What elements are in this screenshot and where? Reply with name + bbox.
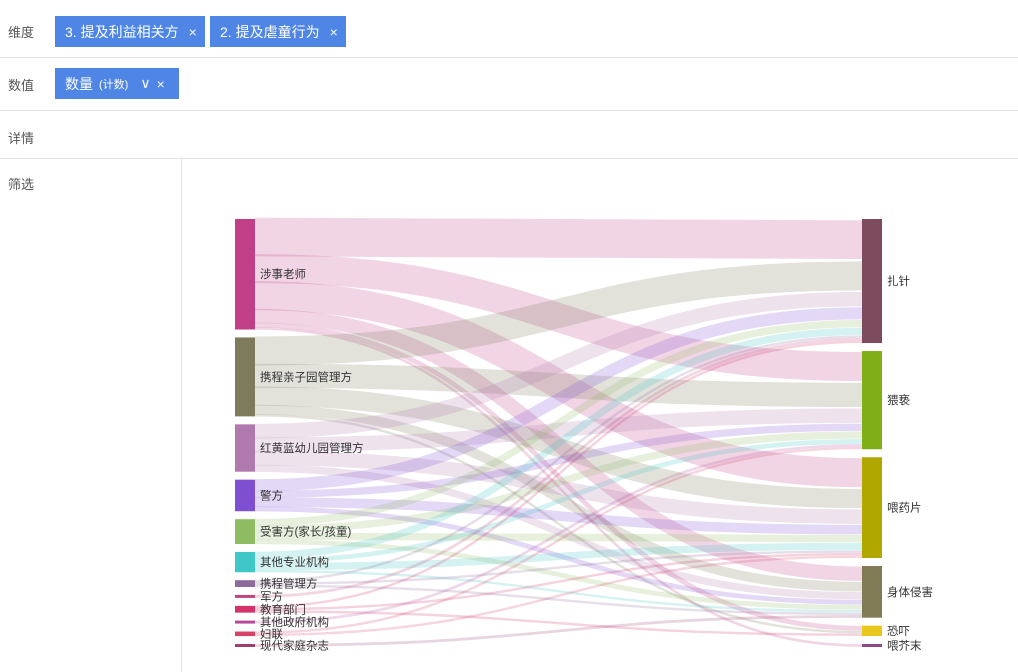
details-row: 详情 xyxy=(0,111,1018,159)
sankey-link xyxy=(254,614,863,647)
sankey-link xyxy=(254,335,863,583)
sankey-link xyxy=(254,569,863,613)
sankey-link xyxy=(254,281,863,488)
dimension-pill-label: 3. 提及利益相关方 xyxy=(65,23,179,40)
close-icon[interactable]: × xyxy=(156,75,165,92)
filter-label: 筛选 xyxy=(8,177,35,192)
sankey-link xyxy=(254,584,863,616)
sankey-link xyxy=(254,217,863,260)
target-node[interactable] xyxy=(862,644,882,647)
sankey-link xyxy=(254,539,863,610)
dimension-label: 维度 xyxy=(8,25,35,40)
source-node[interactable] xyxy=(235,631,255,637)
source-label: 教育部门 xyxy=(260,602,306,616)
sankey-link xyxy=(254,414,863,634)
source-node[interactable] xyxy=(235,519,255,544)
filter-divider xyxy=(181,159,182,672)
sankey-link xyxy=(254,464,863,600)
source-label: 受害方(家长/孩童) xyxy=(260,525,352,539)
target-label: 喂芥末 xyxy=(887,639,922,653)
sankey-link xyxy=(254,450,863,524)
source-node[interactable] xyxy=(235,337,255,417)
source-node[interactable] xyxy=(235,424,255,472)
sankey-link xyxy=(254,327,863,559)
source-node[interactable] xyxy=(235,594,255,598)
details-label: 详情 xyxy=(8,131,35,146)
source-label: 红黄蓝幼儿园管理方 xyxy=(260,441,364,455)
source-label: 涉事老师 xyxy=(260,267,306,281)
sankey-link xyxy=(254,439,863,564)
target-node[interactable] xyxy=(862,565,882,618)
sankey-link xyxy=(254,340,863,609)
source-node[interactable] xyxy=(235,479,255,512)
sankey-link xyxy=(254,322,863,631)
value-label: 数值 xyxy=(8,78,35,93)
close-icon[interactable]: × xyxy=(188,23,197,40)
sankey-link xyxy=(254,320,863,527)
dimension-pill-label: 2. 提及虐童行为 xyxy=(220,23,320,40)
source-label: 妇联 xyxy=(260,627,283,641)
source-node[interactable] xyxy=(235,605,255,613)
sankey-link xyxy=(254,327,863,647)
dimension-pill-stakeholders[interactable]: 3. 提及利益相关方 × xyxy=(55,16,205,47)
source-label: 携程管理方 xyxy=(260,577,318,591)
sankey-link xyxy=(254,423,863,498)
sankey-link xyxy=(254,386,863,509)
sankey-link xyxy=(254,363,863,408)
sankey-link xyxy=(254,443,863,624)
source-node[interactable] xyxy=(235,219,255,330)
sankey-link xyxy=(254,532,863,543)
sankey-link xyxy=(254,307,863,492)
target-node[interactable] xyxy=(862,219,882,344)
sankey-links xyxy=(254,217,863,647)
value-row: 数值 数量 (计数) ∨ × xyxy=(0,58,1018,111)
target-label: 喂药片 xyxy=(887,502,922,515)
sankey-link xyxy=(254,431,863,533)
source-node[interactable] xyxy=(235,580,255,587)
source-label: 携程亲子园管理方 xyxy=(260,370,352,384)
value-pill[interactable]: 数量 (计数) ∨ × xyxy=(55,68,179,99)
sankey-link xyxy=(254,550,863,585)
sankey-link xyxy=(254,497,863,535)
chevron-down-icon[interactable]: ∨ xyxy=(140,75,151,91)
sankey-link xyxy=(254,552,863,611)
source-node[interactable] xyxy=(235,620,255,624)
source-node[interactable] xyxy=(235,551,255,573)
target-node[interactable] xyxy=(862,457,882,559)
source-label: 其他专业机构 xyxy=(260,555,329,569)
sankey-link xyxy=(254,610,863,636)
source-node[interactable] xyxy=(235,644,255,647)
sankey-link xyxy=(254,404,863,592)
sankey-link xyxy=(254,542,863,571)
sankey-link xyxy=(254,261,863,366)
target-label: 身体侵害 xyxy=(887,585,933,599)
source-label: 现代家庭杂志 xyxy=(260,639,329,653)
target-node[interactable] xyxy=(862,625,882,637)
dimension-pill-abuse[interactable]: 2. 提及虐童行为 × xyxy=(210,16,346,47)
close-icon[interactable]: × xyxy=(329,23,338,40)
sankey-link xyxy=(254,506,863,605)
dimension-row: 维度 3. 提及利益相关方 × 2. 提及虐童行为 × xyxy=(0,0,1018,58)
source-label: 其他政府机构 xyxy=(260,615,329,629)
sankey-link xyxy=(254,446,863,634)
value-pill-agg: (计数) xyxy=(99,78,129,91)
target-node[interactable] xyxy=(862,351,882,450)
sankey-link xyxy=(254,337,863,598)
sankey-link xyxy=(254,254,863,382)
sankey-link xyxy=(254,408,863,452)
sankey-link xyxy=(254,291,863,439)
value-pill-label: 数量 xyxy=(65,75,93,92)
source-label: 警方 xyxy=(260,488,283,502)
target-label: 扎针 xyxy=(887,274,910,288)
target-label: 猥亵 xyxy=(887,393,910,407)
target-label: 恐吓 xyxy=(887,625,910,638)
sankey-link xyxy=(254,555,863,637)
sankey-link xyxy=(254,308,863,582)
source-label: 军方 xyxy=(260,589,283,603)
